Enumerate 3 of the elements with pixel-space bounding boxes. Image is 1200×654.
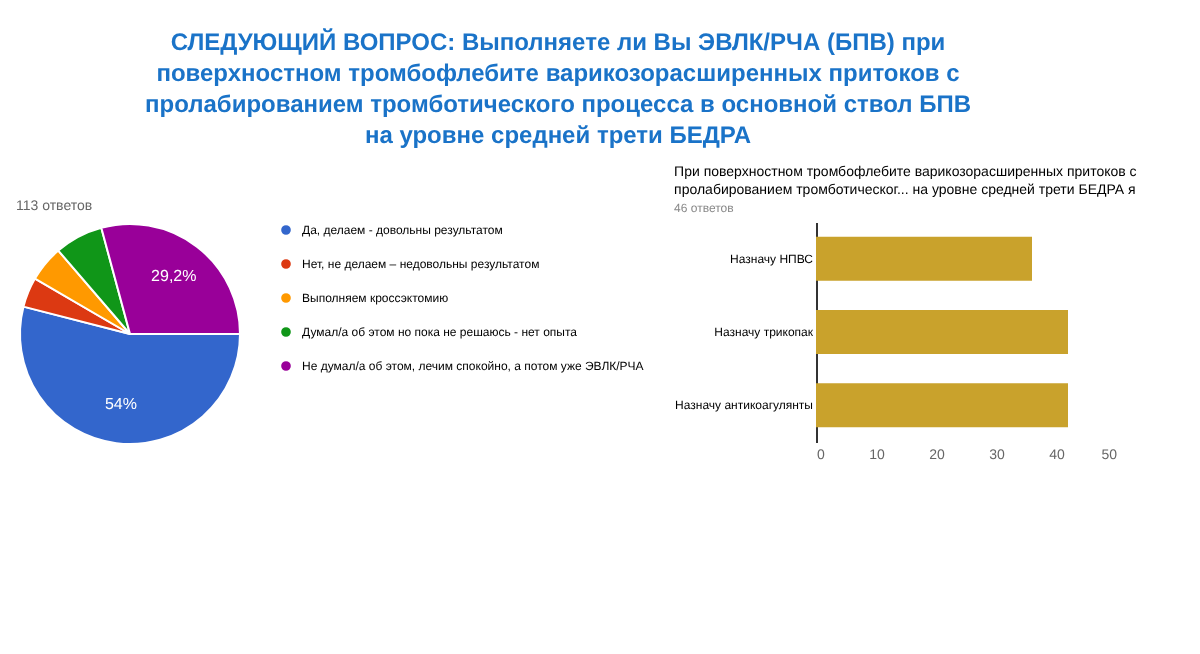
data-label: 54% xyxy=(104,395,137,414)
data-label: 29,2% xyxy=(151,266,197,285)
text: СЛЕДУЮЩИЙ ВОПРОС: Выполняете ли Вы ЭВЛК/РЧА (БПВ) при поверхностном тромбофлебите варикозорасширенных притоков с пролабированием тромботического процесса в основной ствол БПВ на уровне средней трети БЕДРА xyxy=(144,27,972,149)
